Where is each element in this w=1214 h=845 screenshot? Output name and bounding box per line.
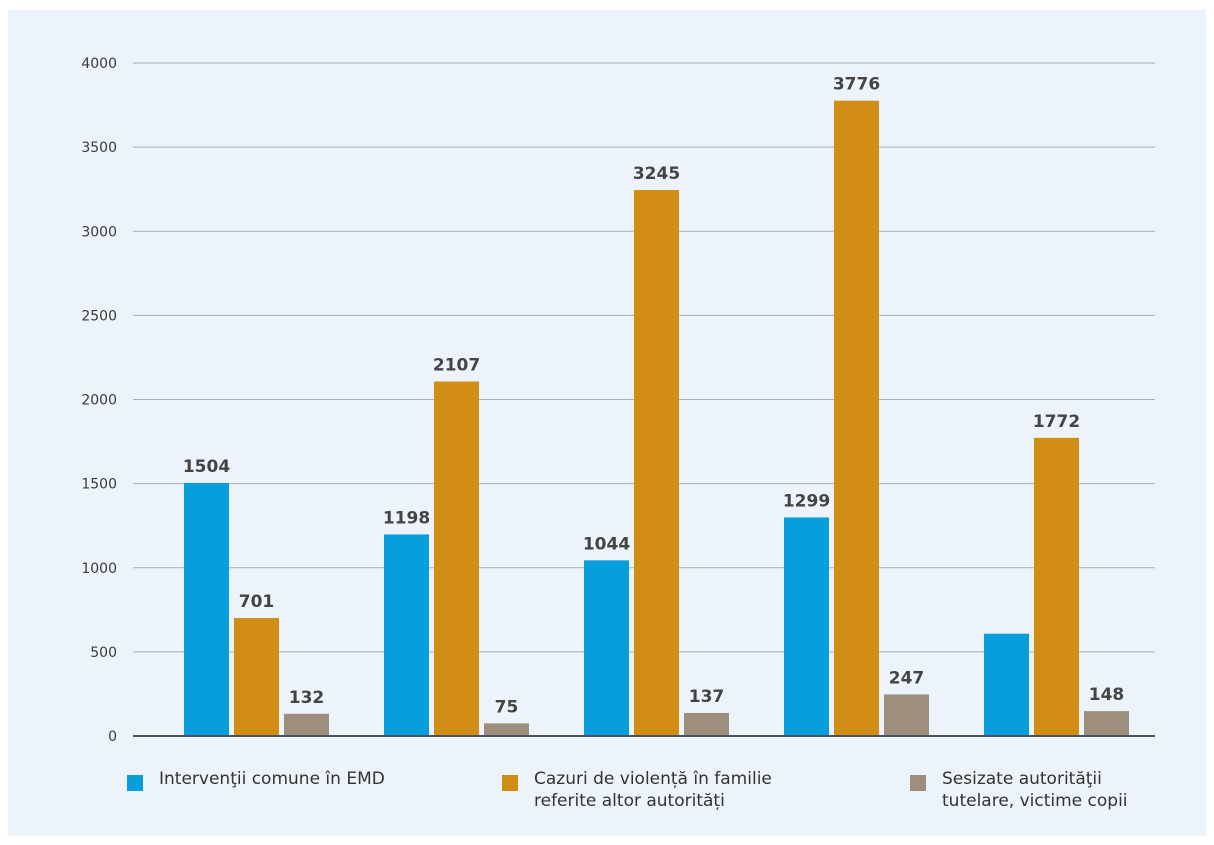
y-tick-label: 2500	[81, 308, 117, 324]
bar	[234, 618, 279, 736]
y-tick-label: 2000	[81, 393, 117, 409]
bar	[584, 560, 629, 736]
data-label: 3776	[833, 75, 880, 95]
y-tick-label: 1500	[81, 477, 117, 493]
y-tick-label: 3000	[81, 224, 117, 240]
y-tick-label: 1000	[81, 561, 117, 577]
data-label: 701	[239, 592, 275, 612]
bar	[834, 100, 879, 737]
y-tick-label: 3500	[81, 140, 117, 156]
data-label: 75	[495, 697, 519, 717]
y-tick-label: 500	[90, 645, 117, 661]
bar	[384, 534, 429, 736]
bar	[634, 190, 679, 736]
bar	[184, 482, 229, 736]
bar	[1034, 437, 1079, 736]
data-label: 1198	[383, 508, 430, 528]
bar	[284, 713, 329, 736]
data-label: 1299	[783, 491, 830, 511]
bar	[984, 633, 1029, 736]
data-label: 148	[1089, 685, 1125, 705]
bar	[884, 694, 929, 736]
data-label: 247	[889, 668, 925, 688]
y-tick-label: 0	[108, 729, 117, 745]
data-label: 132	[289, 688, 325, 708]
bar	[434, 381, 479, 736]
bar	[484, 723, 529, 736]
data-label: 1044	[583, 534, 630, 554]
data-label: 3245	[633, 164, 680, 184]
y-tick-label: 4000	[81, 56, 117, 72]
bar	[1084, 711, 1129, 736]
bar	[684, 712, 729, 736]
data-label: 1504	[183, 457, 230, 477]
data-label: 1772	[1033, 412, 1080, 432]
data-label: 137	[689, 687, 725, 707]
data-label: 2107	[433, 355, 480, 375]
bar	[784, 517, 829, 736]
